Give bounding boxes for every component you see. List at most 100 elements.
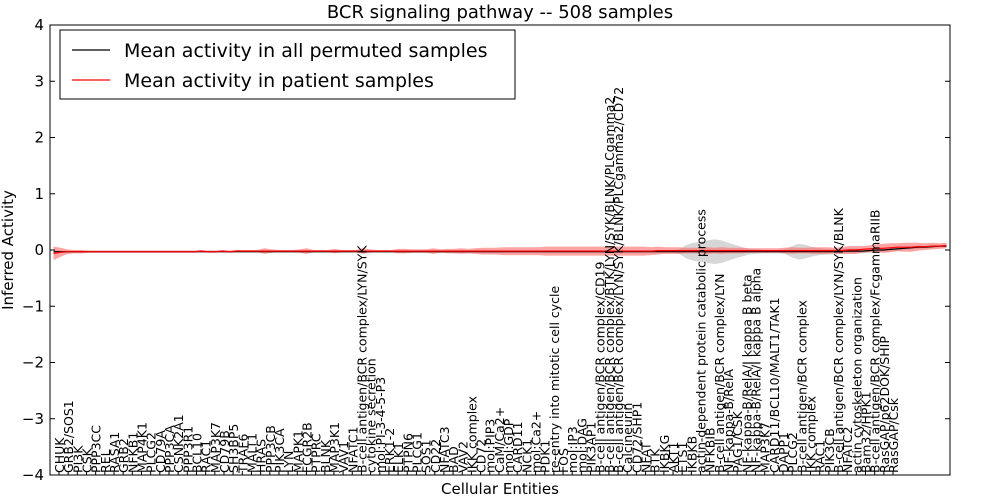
x-tick-label: HRAS <box>254 439 269 473</box>
x-tick-label: NFATC1 <box>345 426 360 473</box>
y-tick-label: −1 <box>22 297 44 315</box>
x-tick-label: ELK1 <box>391 442 406 473</box>
x-tick-label: PPP3CA <box>162 425 177 473</box>
x-tick-label: MAPK1 <box>290 430 305 473</box>
x-tick-label: CD72/SHP1 <box>629 402 644 473</box>
x-tick-label: PLCG2 <box>144 432 159 473</box>
x-tick-label: GRB2 <box>116 438 131 473</box>
x-tick-label: CHUK <box>52 437 67 473</box>
x-tick-label: CARD11/BCL10/MALT1/TAK1 <box>767 297 782 473</box>
x-tick-label: RasGAP/Csk <box>886 397 901 473</box>
x-tick-label: AKT1 <box>666 442 681 473</box>
x-tick-label: Bam32/HPK1 <box>859 391 874 473</box>
x-tick-label: MAP3K7 <box>758 422 773 473</box>
x-tick-label: NCK1 <box>519 439 534 473</box>
x-tick-label: BAD <box>446 446 461 473</box>
x-tick-label: PDK1 <box>538 440 553 473</box>
y-tick-label: −2 <box>22 354 44 372</box>
chart-title: BCR signaling pathway -- 508 samples <box>327 2 673 23</box>
y-tick-label: −4 <box>22 466 44 484</box>
x-tick-label: RasGAP/p62DOK/SHIP <box>877 336 892 473</box>
x-tick-label: NFAT <box>639 442 654 473</box>
x-tick-label: PPP3R1 <box>180 426 195 473</box>
x-tick-label: mol:PIP3 <box>483 419 498 473</box>
x-tick-label: mol:IP3 <box>565 426 580 473</box>
x-tick-label: PPP3CC <box>89 425 104 473</box>
x-tick-label: SH3BP5 <box>226 424 241 473</box>
x-tick-label: PLCG1 <box>409 432 424 473</box>
y-tick-label: 2 <box>34 129 44 147</box>
x-tick-label: NF-kappa-B/RelA/I kappa B beta <box>739 274 754 473</box>
x-tick-label: LYN <box>281 451 296 473</box>
x-tick-label: B-cell antigen/BCR complex/CD19 <box>593 261 608 473</box>
x-tick-label: REL <box>98 449 113 473</box>
x-tick-label: BTK <box>648 448 663 473</box>
x-tick-label: B-cell antigen/BCR complex/LYN <box>712 274 727 474</box>
x-tick-label: SOS1 <box>419 439 434 473</box>
x-tick-label: CD72 <box>474 439 489 473</box>
legend-label-patient: Mean activity in patient samples <box>124 70 434 92</box>
series-line-1 <box>53 244 947 254</box>
x-tick-label: PLCG2 <box>785 432 800 473</box>
x-tick-label: mol:GDP <box>501 418 516 473</box>
x-tick-label: PIK3CB <box>822 428 837 473</box>
plot-area: −4−3−2−101234CHUKGRB2/SOS1PI3KCSKPPP3CCR… <box>22 16 951 484</box>
x-tick-label: MAP4K1 <box>135 422 150 473</box>
x-tick-label: FCGR2B <box>300 422 315 473</box>
x-tick-label: PIK3AP1 <box>584 422 599 473</box>
x-tick-label: NF-kappa-B/RelA/I kappa B alpha <box>749 268 764 473</box>
legend-box <box>59 29 516 100</box>
x-tick-label: MAP3K1 <box>327 422 342 473</box>
x-tick-label: IKBKG <box>657 435 672 473</box>
x-tick-label: BLNK <box>318 439 333 473</box>
x-tick-label: MALT1 <box>245 433 260 473</box>
y-axis-label: Inferred Activity <box>0 190 17 310</box>
x-tick-label: CD22 <box>428 439 443 473</box>
y-tick-label: 1 <box>34 185 44 203</box>
x-tick-label: IKBKB <box>684 436 699 473</box>
x-tick-label: VAV2 <box>455 441 470 473</box>
x-tick-label: NFKBIB <box>703 427 718 473</box>
x-tick-label: IKK complex <box>804 396 819 473</box>
x-tick-label: NF-kappa-B/RelA <box>721 369 736 473</box>
x-tick-label: PTPN6 <box>400 433 415 473</box>
x-tick-label: B-cell antigen/BCR complex <box>794 300 809 473</box>
x-tick-label: RAC1 <box>813 440 828 473</box>
x-tick-label: CD79A <box>153 430 168 473</box>
x-tick-label: re-entry into mitotic cell cycle <box>547 285 562 473</box>
x-tick-label: DAPP1 <box>776 432 791 473</box>
legend: Mean activity in all permuted samples Me… <box>59 29 516 100</box>
x-tick-label: cytokine secretion <box>364 358 379 473</box>
x-tick-label: BCL10 <box>190 433 205 473</box>
y-tick-label: 0 <box>34 241 44 259</box>
x-tick-label: IKK complex <box>464 396 479 473</box>
x-tick-label: PTPRC <box>309 433 324 473</box>
x-tick-label: actin-dependent protein catabolic proces… <box>694 209 709 473</box>
x-tick-label: B-cell antigen/BCR complex/BTK/LYN/SYK/B… <box>602 97 617 473</box>
x-tick-label: mol:PI-3-4-5-P3 <box>373 377 388 473</box>
x-tick-label: CARD11 <box>510 421 525 473</box>
x-tick-label: PPP3CB <box>263 425 278 473</box>
y-tick-label: 4 <box>34 16 44 34</box>
y-tick-label: −3 <box>22 410 44 428</box>
x-tick-label: B-cell antigen/BCR complex/LYN/SYK/BLNK <box>831 207 846 473</box>
x-tick-label: B-cell antigen/BCR complex/LYN/SYK/BLNK/… <box>611 87 626 473</box>
x-tick-label: mol:Ca2+ <box>529 411 544 473</box>
x-tick-label: Calcineurin <box>620 403 635 473</box>
x-tick-label: PI3K <box>70 445 85 473</box>
x-tick-label: MAP3K7 <box>208 422 223 473</box>
x-tick-label: GRB2/SOS1 <box>61 400 76 473</box>
x-tick-label: FOS <box>556 448 571 473</box>
x-tick-label: ERK1-2 <box>382 428 397 473</box>
x-tick-label: B-cell antigen/BCR complex/LYN/SYK <box>354 245 369 473</box>
legend-label-permuted: Mean activity in all permuted samples <box>124 40 487 62</box>
x-axis-label: Cellular Entities <box>441 480 559 498</box>
x-tick-label: NFATC2 <box>840 426 855 473</box>
x-tick-label: CaM/Ca2+ <box>492 407 507 473</box>
x-tick-label: RAC1 <box>199 440 214 473</box>
x-tick-label: ETS1 <box>675 442 690 473</box>
x-tick-label: PIK3CA <box>272 428 287 473</box>
x-tick-label: B-cell antigen/BCR complex/FcgammaRIIB <box>868 210 883 474</box>
y-tick-label: 3 <box>34 72 44 90</box>
